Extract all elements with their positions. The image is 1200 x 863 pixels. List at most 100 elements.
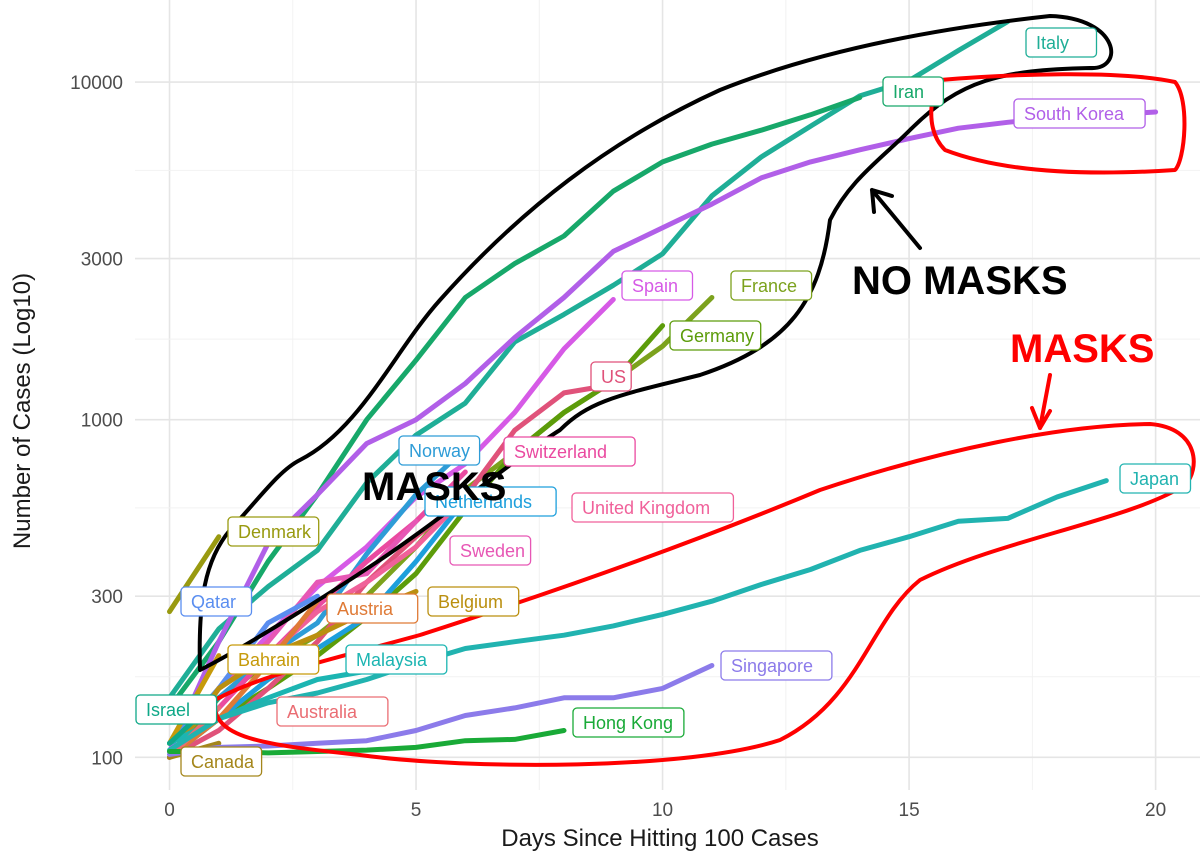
series-label-spain: Spain: [621, 270, 694, 301]
series-label-text: South Korea: [1024, 104, 1125, 124]
x-tick-label: 15: [899, 800, 920, 821]
series-label-text: Israel: [146, 700, 190, 720]
series-label-box: [1119, 463, 1192, 494]
series-label-text: Singapore: [731, 656, 813, 676]
x-tick-label: 10: [652, 800, 673, 821]
series-label-text: Japan: [1130, 469, 1179, 489]
series-label-box: [669, 320, 762, 351]
y-axis-title: Number of Cases (Log10): [9, 273, 36, 549]
series-line-south-korea: [167, 109, 1159, 754]
series-label-text: Australia: [287, 702, 358, 722]
y-tick-label: 10000: [70, 73, 123, 94]
series-label-qatar: Qatar: [180, 586, 253, 617]
y-tick-label: 100: [91, 748, 123, 769]
series-labels: Italy Iran South Korea Spain France Germany US…: [135, 27, 1192, 777]
series-label-box: [276, 696, 389, 727]
y-tick-label: 300: [91, 587, 123, 608]
series-label-text: Belgium: [438, 592, 503, 612]
series-label-box: [571, 492, 735, 523]
series-label-box: [227, 516, 320, 547]
series-label-box: [424, 486, 557, 517]
series-label-text: Denmark: [238, 522, 312, 542]
series-label-singapore: Singapore: [720, 650, 833, 681]
x-axis-title: Days Since Hitting 100 Cases: [501, 825, 818, 852]
masks-red-annotation: MASKS: [1010, 327, 1154, 371]
series-label-canada: Canada: [180, 746, 263, 777]
series-label-box: [135, 694, 218, 725]
series-label-france: France: [730, 270, 813, 301]
series-label-norway: Norway: [398, 435, 481, 466]
series-label-box: [1025, 27, 1098, 58]
series-label-box: [730, 270, 813, 301]
series-label-text: Austria: [337, 599, 394, 619]
south-korea-outline: [929, 72, 1187, 175]
series-label-germany: Germany: [669, 320, 762, 351]
y-tick-label: 1000: [81, 411, 123, 432]
series-label-text: Malaysia: [356, 650, 428, 670]
series-label-box: [326, 593, 419, 624]
axis-tick-labels: 0 5 10 15 20 100 300 1000 3000 10000: [70, 73, 1166, 821]
no-masks-arrow: [870, 188, 922, 250]
series-label-text: Italy: [1036, 33, 1069, 53]
series-label-text: Bahrain: [238, 650, 300, 670]
series-label-australia: Australia: [276, 696, 389, 727]
series-label-switzerland: Switzerland: [503, 436, 636, 467]
series-label-box: [1013, 98, 1146, 129]
series-label-box: [621, 270, 694, 301]
series-label-text: Iran: [893, 82, 924, 102]
series-label-belgium: Belgium: [427, 586, 520, 617]
series-label-united-kingdom: United Kingdom: [571, 492, 735, 523]
series-label-box: [427, 586, 520, 617]
series-label-us: US: [590, 361, 632, 392]
series-label-box: [180, 586, 253, 617]
series-label-box: [180, 746, 263, 777]
series-label-italy: Italy: [1025, 27, 1098, 58]
series-label-box: [449, 535, 532, 566]
series-label-denmark: Denmark: [227, 516, 320, 547]
series-label-bahrain: Bahrain: [227, 644, 320, 675]
x-tick-label: 20: [1145, 800, 1166, 821]
series-label-text: Netherlands: [435, 492, 532, 512]
series-label-box: [398, 435, 481, 466]
series-label-text: United Kingdom: [582, 498, 710, 518]
x-tick-label: 5: [411, 800, 422, 821]
series-label-south-korea: South Korea: [1013, 98, 1146, 129]
series-label-box: [345, 644, 448, 675]
series-line-italy: [167, 19, 1011, 701]
series-label-text: Germany: [680, 326, 754, 346]
series-label-sweden: Sweden: [449, 535, 532, 566]
series-label-hong-kong: Hong Kong: [572, 707, 685, 738]
series-label-malaysia: Malaysia: [345, 644, 448, 675]
series-line-germany: [167, 323, 666, 760]
series-label-japan: Japan: [1119, 463, 1192, 494]
no-masks-outline: [197, 14, 1114, 672]
series-label-text: Norway: [409, 441, 470, 461]
series-label-text: Spain: [632, 276, 678, 296]
no-masks-annotation: NO MASKS: [852, 259, 1068, 303]
masks-arrow: [1030, 373, 1052, 430]
series-label-austria: Austria: [326, 593, 419, 624]
series-label-text: US: [601, 367, 626, 387]
series-line-austria: [167, 598, 320, 760]
series-label-box: [227, 644, 320, 675]
series-label-text: Sweden: [460, 541, 525, 561]
masks-black-annotation: MASKS: [362, 465, 506, 509]
series-label-box: [720, 650, 833, 681]
series-label-text: Canada: [191, 752, 255, 772]
series-label-text: Switzerland: [514, 442, 607, 462]
series-label-text: Hong Kong: [583, 713, 673, 733]
series-line-denmark: [167, 534, 222, 615]
series-label-israel: Israel: [135, 694, 218, 725]
series-label-box: [590, 361, 632, 392]
series-label-netherlands: Netherlands: [424, 486, 557, 517]
series-label-text: Qatar: [191, 592, 236, 612]
series-line-japan: [167, 478, 1109, 753]
series-label-box: [503, 436, 636, 467]
series-label-iran: Iran: [882, 76, 945, 107]
series-label-box: [882, 76, 945, 107]
series-label-text: France: [741, 276, 797, 296]
x-tick-label: 0: [164, 800, 175, 821]
series-line-singapore: [167, 663, 715, 757]
series-label-box: [572, 707, 685, 738]
